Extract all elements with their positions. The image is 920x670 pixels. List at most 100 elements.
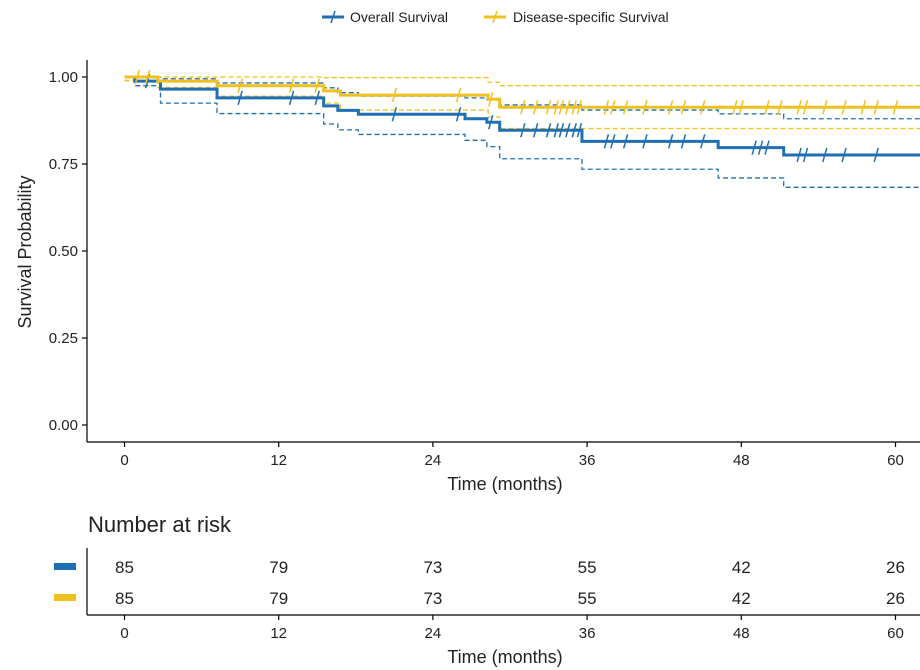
- overall-survival-curve: [124, 75, 920, 157]
- overall-survival-censor-mark: [764, 140, 770, 155]
- disease-specific-survival-ci-lower: [124, 79, 920, 130]
- risk-row-color-key: [54, 563, 76, 570]
- risk-x-tick-label: 0: [120, 625, 128, 642]
- x-tick-label: 24: [425, 452, 442, 469]
- overall-survival-censor-mark: [700, 134, 706, 149]
- survival-plot: 0.00 0.25 0.50 0.75 1.00 0 12 24 36 48 60 Surviva…: [15, 60, 920, 494]
- overall-survival-censor-mark: [667, 134, 674, 149]
- x-tick-label: 12: [270, 452, 287, 469]
- risk-count: 55: [578, 558, 597, 577]
- disease-specific-survival-censor-mark: [796, 100, 802, 115]
- disease-specific-survival-censor-mark: [553, 100, 559, 115]
- disease-specific-survival-censor-mark: [764, 100, 770, 115]
- disease-specific-survival-censor-mark: [610, 100, 616, 115]
- disease-specific-survival-censor-mark: [565, 100, 571, 115]
- risk-count: 26: [886, 589, 905, 608]
- overall-survival-censor-mark: [751, 140, 757, 155]
- y-axis-ticks: 0.00 0.25 0.50 0.75 1.00: [49, 69, 87, 434]
- overall-survival-censor-mark: [757, 140, 764, 155]
- overall-survival-censor-mark: [545, 123, 552, 138]
- risk-table-x-axis-label: Time (months): [447, 647, 562, 667]
- overall-survival-censor-mark: [488, 115, 494, 130]
- risk-count: 42: [732, 558, 751, 577]
- disease-specific-survival-censor-mark: [622, 100, 629, 115]
- risk-table-x-ticks: 0 12 24 36 48 60: [120, 615, 904, 642]
- y-tick-label: 1.00: [49, 69, 78, 86]
- risk-count: 55: [578, 589, 597, 608]
- disease-specific-survival-censor-mark: [667, 100, 674, 115]
- risk-count: 85: [115, 589, 134, 608]
- overall-survival-censor-mark: [796, 147, 802, 163]
- risk-table-title: Number at risk: [88, 512, 232, 537]
- disease-specific-survival-censor-mark: [314, 78, 320, 93]
- legend-item-overall-survival: Overall Survival: [322, 9, 448, 25]
- risk-x-tick-label: 60: [887, 625, 904, 642]
- disease-specific-survival-curve: [124, 75, 920, 109]
- disease-specific-survival-censor-mark: [738, 100, 745, 115]
- disease-specific-survival-censor-mark: [802, 100, 809, 115]
- disease-specific-survival-censor-mark: [680, 100, 687, 115]
- disease-specific-survival-censor-mark: [873, 100, 879, 115]
- disease-specific-survival-censor-mark: [571, 100, 577, 115]
- legend: Overall Survival Disease-specific Surviv…: [322, 9, 669, 25]
- y-tick-label: 0.75: [49, 156, 78, 173]
- legend-label-disease-specific-survival: Disease-specific Survival: [513, 9, 669, 25]
- disease-specific-survival-censor-mark: [732, 100, 738, 115]
- disease-specific-survival-censor-mark: [545, 100, 552, 115]
- risk-count: 85: [115, 558, 134, 577]
- disease-specific-survival-censor-mark: [455, 87, 462, 103]
- overall-survival-censor-mark: [802, 147, 809, 163]
- overall-survival-censor-mark: [622, 134, 629, 149]
- legend-item-disease-specific-survival: Disease-specific Survival: [484, 9, 669, 25]
- overall-survival-censor-mark: [873, 147, 879, 163]
- overall-survival-censor-mark: [571, 123, 577, 138]
- risk-x-tick-label: 12: [270, 625, 287, 642]
- disease-specific-survival-censor-mark: [892, 100, 899, 115]
- overall-survival-censor-mark: [391, 107, 398, 122]
- y-tick-label: 0.50: [49, 243, 78, 260]
- disease-specific-survival-censor-mark: [520, 100, 526, 115]
- overall-survival-censor-mark: [610, 134, 616, 149]
- overall-survival-censor-mark: [553, 123, 559, 138]
- overall-survival-ci-lower: [124, 79, 920, 188]
- disease-specific-survival-censor-mark: [532, 100, 539, 115]
- disease-specific-survival-censor-mark: [642, 100, 648, 115]
- disease-specific-survival-censor-mark: [860, 100, 867, 115]
- risk-count: 73: [423, 558, 442, 577]
- overall-survival-censor-mark: [237, 90, 243, 106]
- legend-censor-mark-overall: [330, 10, 336, 24]
- overall-survival-censor-mark: [558, 123, 565, 138]
- disease-specific-survival-censor-mark: [822, 100, 828, 115]
- risk-count: 26: [886, 558, 905, 577]
- risk-x-tick-label: 36: [579, 625, 596, 642]
- overall-survival-censor-mark: [288, 90, 295, 106]
- x-tick-label: 48: [733, 452, 750, 469]
- x-axis-ticks: 0 12 24 36 48 60: [120, 442, 904, 469]
- y-tick-label: 0.00: [49, 417, 78, 434]
- risk-x-tick-label: 24: [425, 625, 442, 642]
- risk-row-color-key: [54, 594, 76, 601]
- x-tick-label: 0: [120, 452, 128, 469]
- legend-label-overall-survival: Overall Survival: [350, 9, 448, 25]
- overall-survival-censor-mark: [603, 134, 610, 149]
- overall-survival-censor-mark: [314, 90, 320, 106]
- legend-censor-mark-disease-specific: [492, 10, 498, 24]
- plot-area: [124, 69, 920, 188]
- risk-x-tick-label: 48: [733, 625, 750, 642]
- disease-specific-survival-censor-mark: [288, 78, 295, 93]
- y-axis-label: Survival Probability: [15, 175, 35, 328]
- disease-specific-survival-ci-upper: [124, 76, 920, 87]
- overall-survival-censor-mark: [565, 123, 571, 138]
- risk-count: 42: [732, 589, 751, 608]
- y-tick-label: 0.25: [49, 330, 78, 347]
- disease-specific-survival-censor-mark: [391, 87, 398, 103]
- disease-specific-survival-censor-mark: [237, 78, 243, 93]
- disease-specific-survival-censor-mark: [777, 100, 783, 115]
- overall-survival-censor-mark: [455, 107, 462, 122]
- x-tick-label: 36: [579, 452, 596, 469]
- overall-survival-censor-mark: [642, 134, 648, 149]
- disease-specific-survival-censor-mark: [841, 100, 847, 115]
- disease-specific-survival-censor-mark: [488, 92, 494, 107]
